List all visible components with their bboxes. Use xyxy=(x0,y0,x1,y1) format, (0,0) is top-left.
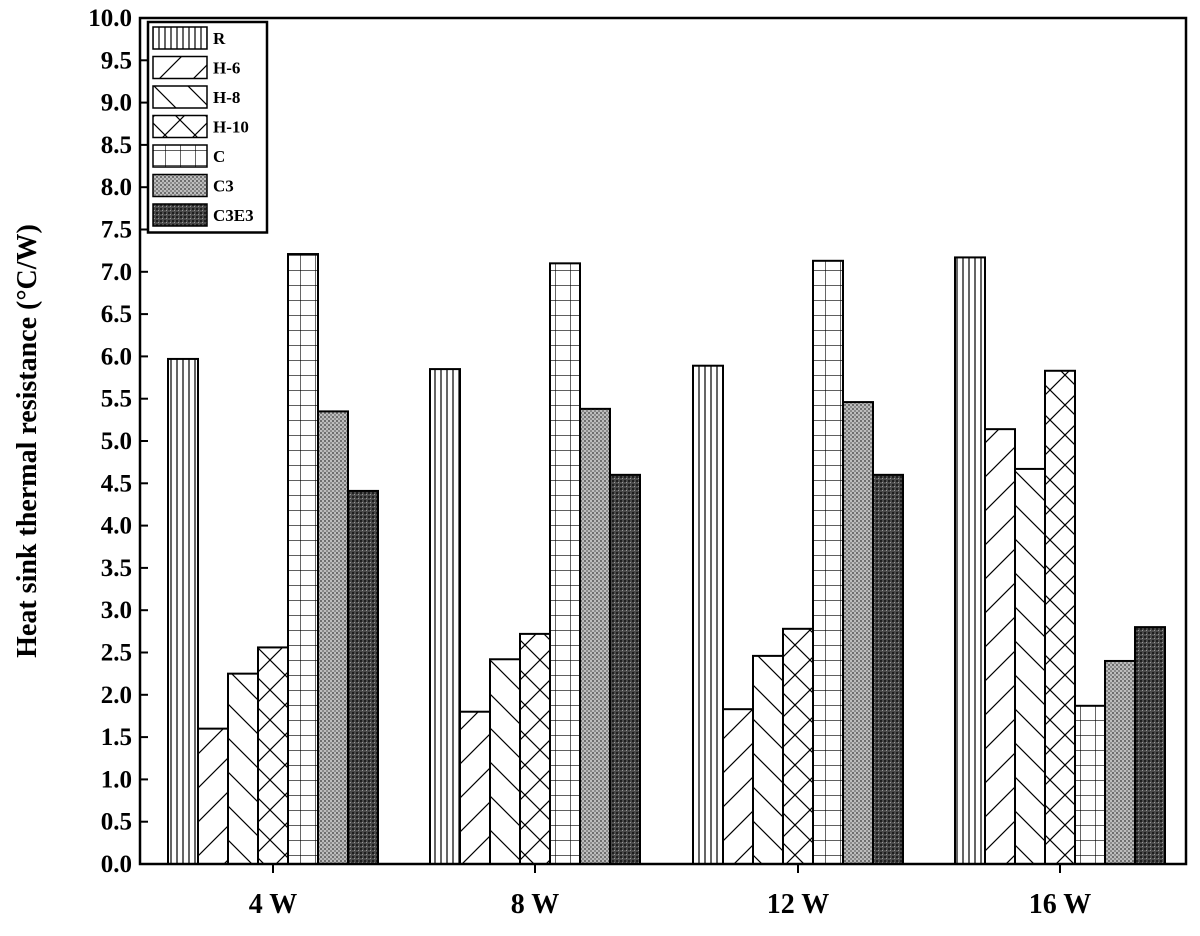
bar-h-10-16w xyxy=(1044,369,1076,865)
bar-c-8w xyxy=(549,262,581,865)
legend-swatch-c3 xyxy=(152,173,208,198)
bar-c3-4w xyxy=(317,410,349,865)
bar-c3e3-8w xyxy=(609,473,641,865)
bar-h-10-8w xyxy=(519,632,551,865)
y-tick-label: 9.0 xyxy=(101,90,132,117)
legend-swatch-c3e3 xyxy=(152,203,208,227)
y-tick-label: 0.0 xyxy=(101,851,132,878)
bar-c3-16w xyxy=(1104,659,1136,866)
y-tick-label: 4.5 xyxy=(101,470,132,497)
bar-c-4w xyxy=(287,253,319,865)
legend-swatch-h-10 xyxy=(152,114,208,139)
y-tick-label: 7.5 xyxy=(101,217,132,244)
y-tick-label: 5.0 xyxy=(101,428,132,455)
y-tick-label: 3.0 xyxy=(101,597,132,624)
legend-label-r: R xyxy=(213,29,226,48)
bar-h-8-8w xyxy=(489,658,521,865)
y-axis-title: Heat sink thermal resistance (°C/W) xyxy=(12,224,43,658)
bar-h-8-16w xyxy=(1014,467,1046,865)
legend-label-c3e3: C3E3 xyxy=(213,206,254,225)
legend-label-h-10: H-10 xyxy=(213,118,249,137)
bar-r-4w xyxy=(167,357,199,865)
x-category-label: 8 W xyxy=(511,889,560,920)
bar-c3-12w xyxy=(842,401,874,865)
legend-label-c3: C3 xyxy=(213,177,234,196)
legend-label-c: C xyxy=(213,147,225,166)
y-tick-label: 8.5 xyxy=(101,132,132,159)
bar-h-8-12w xyxy=(752,654,784,865)
legend-swatch-c xyxy=(152,144,208,168)
y-tick-label: 2.5 xyxy=(101,640,132,667)
bar-r-8w xyxy=(429,368,461,865)
y-tick-label: 8.0 xyxy=(101,174,132,201)
legend-label-h-8: H-8 xyxy=(213,88,240,107)
y-tick-label: 5.5 xyxy=(101,386,132,413)
bar-h-10-12w xyxy=(782,627,814,866)
y-tick-label: 4.0 xyxy=(101,513,132,540)
bar-c3e3-4w xyxy=(347,489,379,865)
x-category-label: 16 W xyxy=(1029,889,1092,920)
y-tick-label: 2.0 xyxy=(101,682,132,709)
y-tick-label: 7.0 xyxy=(101,259,132,286)
x-category-label: 12 W xyxy=(767,889,830,920)
bar-c-12w xyxy=(812,259,844,865)
bar-c3e3-12w xyxy=(872,473,904,865)
y-tick-label: 1.5 xyxy=(101,724,132,751)
x-category-label: 4 W xyxy=(249,889,298,920)
legend-label-h-6: H-6 xyxy=(213,59,240,78)
y-tick-label: 10.0 xyxy=(88,5,132,32)
legend-swatch-h-6 xyxy=(152,55,208,80)
legend-swatch-h-8 xyxy=(152,85,208,109)
bar-h-8-4w xyxy=(227,672,259,866)
bar-h-6-16w xyxy=(984,428,1016,865)
y-tick-label: 3.5 xyxy=(101,555,132,582)
y-tick-label: 6.5 xyxy=(101,301,132,328)
y-tick-label: 1.0 xyxy=(101,766,132,793)
bar-h-6-12w xyxy=(722,708,754,865)
bar-r-16w xyxy=(954,256,986,865)
bar-h-10-4w xyxy=(257,646,289,866)
y-tick-label: 0.5 xyxy=(101,809,132,836)
y-tick-label: 9.5 xyxy=(101,47,132,74)
bar-c3-8w xyxy=(579,407,611,865)
legend-swatch-r xyxy=(152,26,208,50)
bar-h-6-4w xyxy=(197,727,229,866)
bar-c3e3-16w xyxy=(1134,626,1166,865)
bar-h-6-8w xyxy=(459,710,491,865)
y-tick-label: 6.0 xyxy=(101,343,132,370)
bar-c-16w xyxy=(1074,704,1106,865)
bar-r-12w xyxy=(692,364,724,865)
